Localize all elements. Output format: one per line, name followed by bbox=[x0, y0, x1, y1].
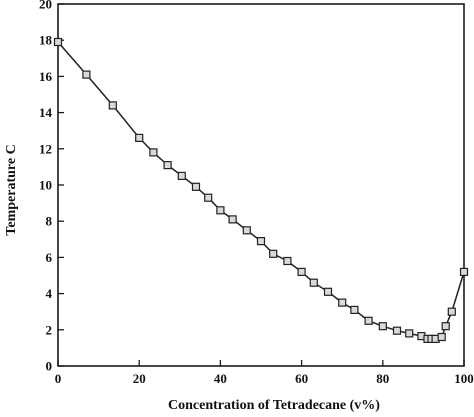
x-tick-label: 0 bbox=[55, 371, 62, 386]
series-line bbox=[57, 41, 465, 340]
data-point bbox=[163, 161, 172, 170]
y-tick-label: 20 bbox=[39, 0, 52, 12]
data-point bbox=[283, 256, 292, 266]
data-point bbox=[256, 237, 266, 246]
data-point bbox=[441, 322, 450, 331]
data-point bbox=[191, 182, 201, 191]
y-tick-label: 0 bbox=[46, 359, 53, 374]
y-axis-ticks: 0 2 4 6 8 10 12 14 16 18 20 bbox=[39, 0, 64, 374]
y-tick-label: 10 bbox=[39, 178, 52, 193]
y-tick-label: 4 bbox=[46, 286, 53, 301]
y-tick-label: 12 bbox=[39, 141, 52, 156]
x-tick-label: 60 bbox=[295, 371, 308, 386]
data-point bbox=[216, 206, 225, 215]
data-point bbox=[297, 267, 306, 276]
x-tick-label: 40 bbox=[214, 371, 227, 386]
data-point bbox=[350, 305, 359, 314]
y-tick-label: 16 bbox=[39, 69, 53, 84]
data-point bbox=[228, 215, 237, 224]
data-point bbox=[364, 316, 373, 325]
data-point bbox=[309, 278, 318, 287]
y-tick-label: 8 bbox=[46, 214, 53, 229]
x-tick-label: 20 bbox=[133, 371, 146, 386]
y-tick-label: 2 bbox=[46, 322, 53, 337]
y-axis-label: Temperature C bbox=[4, 144, 19, 235]
x-tick-label: 80 bbox=[376, 371, 389, 386]
x-tick-label: 100 bbox=[454, 371, 474, 386]
data-point bbox=[437, 332, 446, 342]
data-point bbox=[323, 287, 333, 296]
data-point bbox=[204, 193, 213, 202]
data-point bbox=[135, 133, 144, 142]
data-point bbox=[447, 307, 456, 316]
data-point bbox=[405, 329, 414, 338]
series-layer bbox=[53, 37, 469, 343]
y-tick-label: 6 bbox=[46, 250, 53, 265]
data-point bbox=[108, 101, 117, 110]
data-point bbox=[53, 37, 63, 47]
plot-frame bbox=[57, 3, 465, 367]
data-point bbox=[338, 298, 347, 307]
data-point bbox=[459, 267, 469, 276]
data-point bbox=[378, 322, 387, 331]
data-point bbox=[269, 249, 278, 258]
data-point bbox=[177, 171, 186, 180]
data-point bbox=[82, 70, 91, 79]
x-axis-ticks: 0 20 40 60 80 100 bbox=[55, 360, 474, 386]
x-axis-label: Concentration of Tetradecane (v%) bbox=[168, 398, 380, 412]
data-point bbox=[242, 226, 251, 235]
y-tick-label: 18 bbox=[39, 33, 53, 48]
data-point bbox=[392, 326, 402, 335]
data-point bbox=[149, 148, 158, 157]
y-tick-label: 14 bbox=[39, 105, 53, 120]
